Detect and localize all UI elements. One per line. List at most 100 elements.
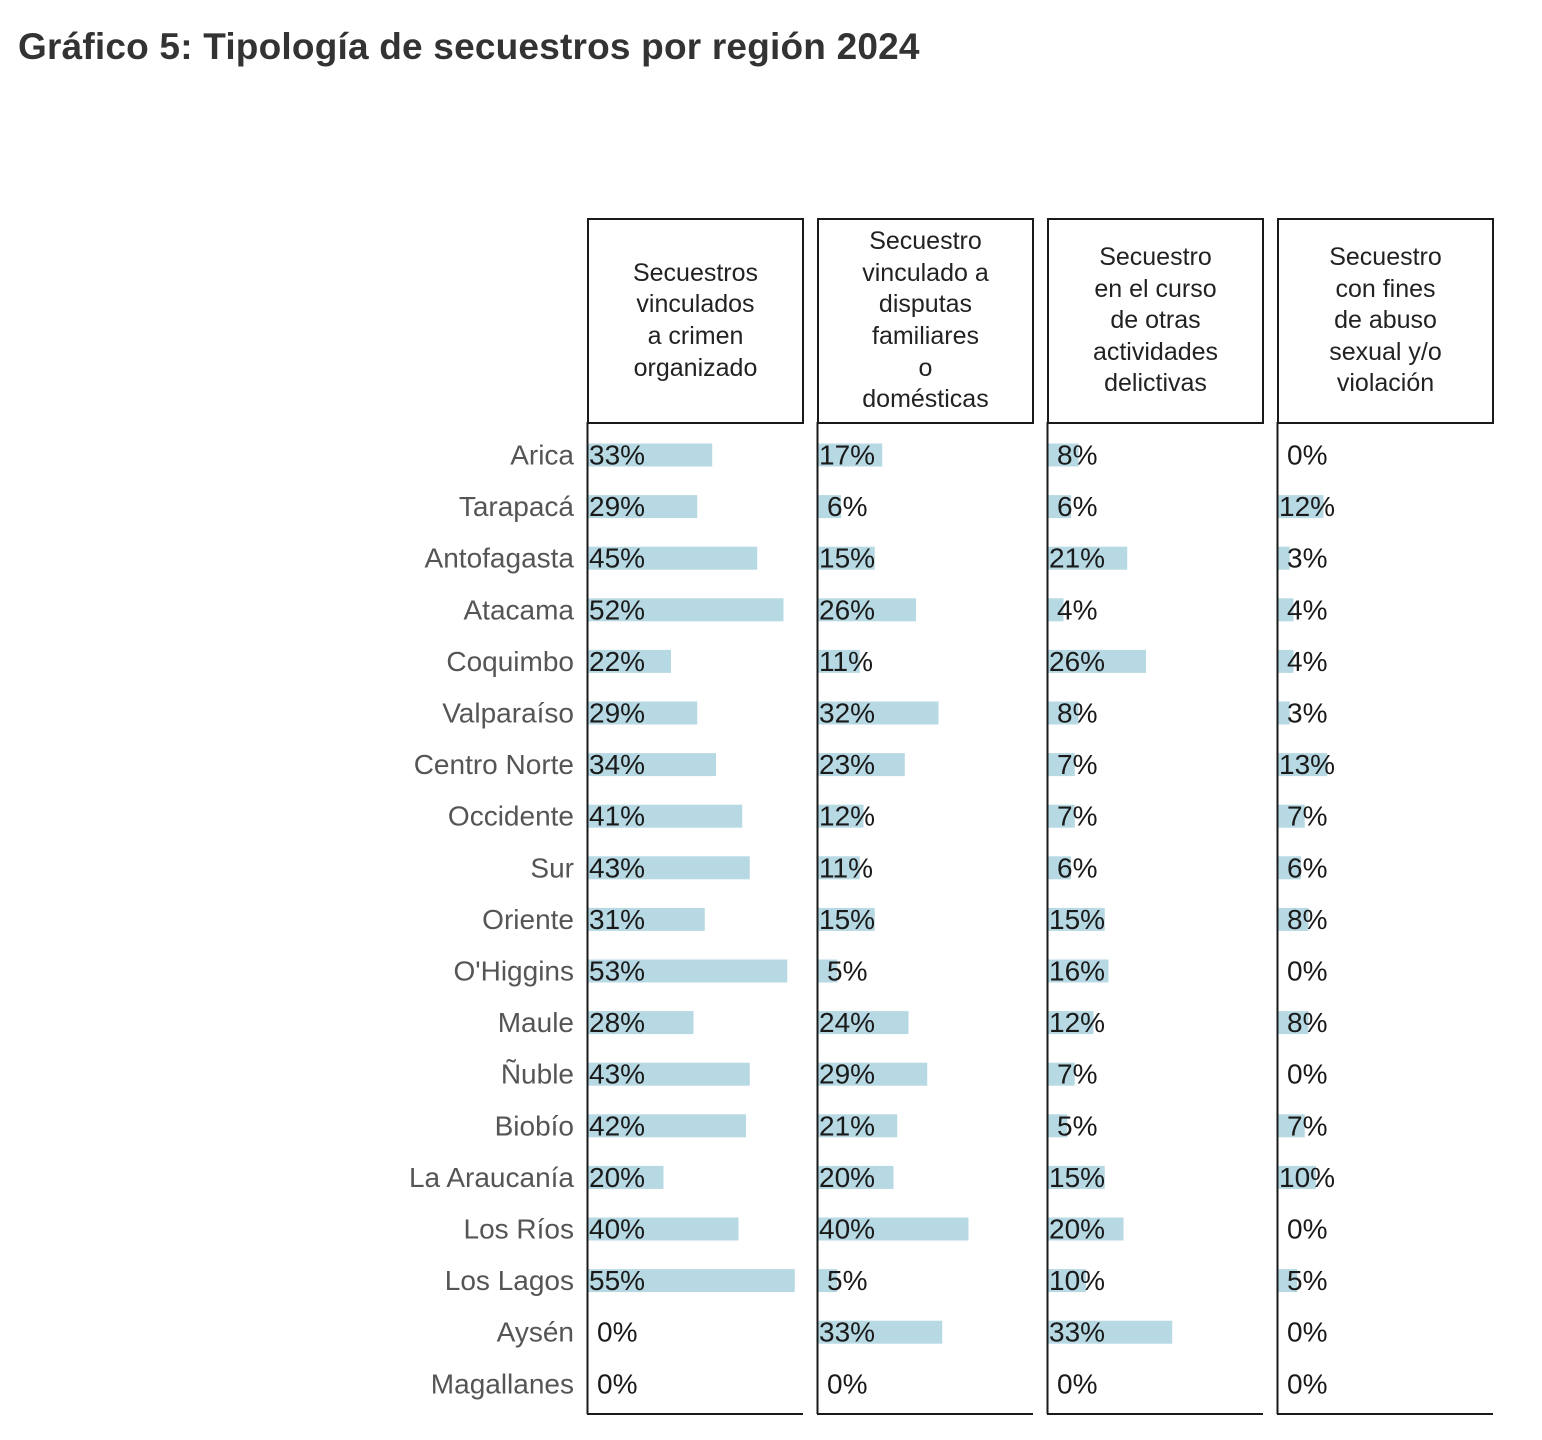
value-label-4-5: 4% <box>1287 646 1327 677</box>
value-label-2-18: 33% <box>819 1317 875 1348</box>
value-label-1-6: 29% <box>589 698 645 729</box>
value-label-1-11: 53% <box>589 956 645 987</box>
value-label-2-17: 5% <box>827 1265 867 1296</box>
bar-3-3 <box>1048 546 1128 570</box>
bar-4-5 <box>1278 649 1294 673</box>
bar-2-15 <box>818 1165 894 1189</box>
value-label-4-18: 0% <box>1287 1317 1327 1348</box>
value-label-3-12: 12% <box>1049 1007 1105 1038</box>
value-label-2-4: 26% <box>819 594 875 625</box>
bar-3-7 <box>1048 753 1075 777</box>
category-label-6: Valparaíso <box>442 698 574 729</box>
bar-3-15 <box>1048 1165 1105 1189</box>
bar-1-1 <box>588 443 713 467</box>
bar-2-12 <box>818 1011 909 1035</box>
bar-1-10 <box>588 907 705 931</box>
value-label-3-2: 6% <box>1057 491 1097 522</box>
category-label-12: Maule <box>498 1007 574 1038</box>
category-label-17: Los Lagos <box>445 1265 574 1296</box>
value-label-1-18: 0% <box>597 1317 637 1348</box>
value-label-4-8: 7% <box>1287 801 1327 832</box>
bar-1-12 <box>588 1011 694 1035</box>
category-label-1: Arica <box>510 440 574 471</box>
bar-3-6 <box>1048 701 1079 725</box>
bar-3-13 <box>1048 1062 1075 1086</box>
category-label-8: Occidente <box>448 801 574 832</box>
value-label-3-4: 4% <box>1057 594 1097 625</box>
category-label-10: Oriente <box>482 904 574 935</box>
value-label-1-12: 28% <box>589 1007 645 1038</box>
bar-3-16 <box>1048 1217 1124 1241</box>
bar-1-11 <box>588 959 788 983</box>
value-label-2-3: 15% <box>819 543 875 574</box>
bar-3-17 <box>1048 1269 1086 1293</box>
value-label-4-14: 7% <box>1287 1110 1327 1141</box>
value-label-4-10: 8% <box>1287 904 1327 935</box>
value-label-4-1: 0% <box>1287 440 1327 471</box>
value-label-4-16: 0% <box>1287 1214 1327 1245</box>
bar-1-15 <box>588 1165 664 1189</box>
value-label-1-15: 20% <box>589 1162 645 1193</box>
category-label-9: Sur <box>530 852 574 883</box>
value-label-2-6: 32% <box>819 698 875 729</box>
value-label-4-11: 0% <box>1287 956 1327 987</box>
bar-2-2 <box>818 495 841 519</box>
value-label-3-14: 5% <box>1057 1110 1097 1141</box>
value-label-2-15: 20% <box>819 1162 875 1193</box>
category-label-18: Aysén <box>497 1317 574 1348</box>
bar-3-12 <box>1048 1011 1094 1035</box>
bar-3-9 <box>1048 856 1071 880</box>
value-label-2-1: 17% <box>819 440 875 471</box>
value-label-4-2: 12% <box>1279 491 1335 522</box>
bar-1-6 <box>588 701 698 725</box>
value-label-1-13: 43% <box>589 1059 645 1090</box>
bar-1-5 <box>588 649 671 673</box>
bar-2-5 <box>818 649 860 673</box>
bar-4-10 <box>1278 907 1309 931</box>
value-label-4-15: 10% <box>1279 1162 1335 1193</box>
value-label-4-3: 3% <box>1287 543 1327 574</box>
value-label-3-9: 6% <box>1057 852 1097 883</box>
column-header-4: Secuestro con fines de abuso sexual y/o … <box>1277 218 1494 424</box>
value-label-2-16: 40% <box>819 1214 875 1245</box>
bar-4-8 <box>1278 804 1305 828</box>
column-header-3: Secuestro en el curso de otras actividad… <box>1047 218 1264 424</box>
value-label-1-7: 34% <box>589 749 645 780</box>
value-label-1-17: 55% <box>589 1265 645 1296</box>
value-label-1-3: 45% <box>589 543 645 574</box>
bar-2-18 <box>818 1320 943 1344</box>
category-label-7: Centro Norte <box>414 749 574 780</box>
bar-3-2 <box>1048 495 1071 519</box>
bar-1-14 <box>588 1114 746 1138</box>
bar-3-5 <box>1048 649 1146 673</box>
bar-3-11 <box>1048 959 1109 983</box>
bar-2-6 <box>818 701 939 725</box>
bar-4-6 <box>1278 701 1290 725</box>
bar-3-10 <box>1048 907 1105 931</box>
category-label-19: Magallanes <box>431 1368 574 1399</box>
value-label-3-19: 0% <box>1057 1368 1097 1399</box>
bar-4-3 <box>1278 546 1290 570</box>
bar-1-3 <box>588 546 758 570</box>
value-label-1-19: 0% <box>597 1368 637 1399</box>
category-label-4: Atacama <box>464 594 575 625</box>
value-label-3-3: 21% <box>1049 543 1105 574</box>
bar-4-17 <box>1278 1269 1298 1293</box>
value-label-1-8: 41% <box>589 801 645 832</box>
bar-2-14 <box>818 1114 898 1138</box>
bar-2-9 <box>818 856 860 880</box>
value-label-2-10: 15% <box>819 904 875 935</box>
value-label-3-18: 33% <box>1049 1317 1105 1348</box>
column-header-2: Secuestro vinculado a disputas familiare… <box>817 218 1034 424</box>
bar-2-11 <box>818 959 838 983</box>
value-label-3-1: 8% <box>1057 440 1097 471</box>
bar-2-13 <box>818 1062 928 1086</box>
value-label-2-12: 24% <box>819 1007 875 1038</box>
bar-4-14 <box>1278 1114 1305 1138</box>
category-label-14: Biobío <box>495 1110 574 1141</box>
category-label-11: O'Higgins <box>453 956 574 987</box>
bar-1-9 <box>588 856 750 880</box>
category-label-3: Antofagasta <box>425 543 575 574</box>
value-label-2-14: 21% <box>819 1110 875 1141</box>
